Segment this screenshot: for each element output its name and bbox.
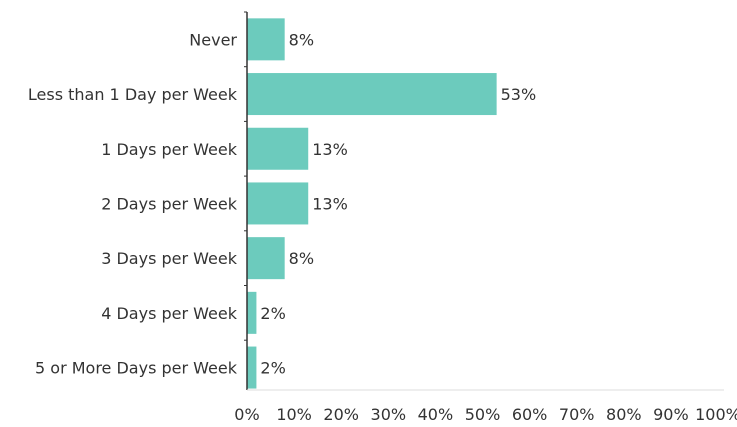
data-label: 2% — [260, 304, 285, 323]
bar — [247, 182, 309, 225]
x-tick-label: 90% — [653, 405, 689, 424]
x-tick-label: 60% — [512, 405, 548, 424]
data-label: 8% — [289, 249, 314, 268]
category-label: Less than 1 Day per Week — [28, 85, 238, 104]
bar — [247, 237, 285, 280]
data-label: 2% — [260, 359, 285, 378]
data-label: 13% — [312, 194, 348, 213]
x-tick-label: 50% — [465, 405, 501, 424]
category-label: Never — [189, 30, 237, 49]
bar — [247, 73, 497, 116]
x-tick-label: 40% — [418, 405, 454, 424]
data-label: 8% — [289, 30, 314, 49]
x-tick-label: 70% — [559, 405, 595, 424]
bar — [247, 18, 285, 61]
x-tick-label: 80% — [606, 405, 642, 424]
bar — [247, 127, 309, 170]
category-label: 3 Days per Week — [101, 249, 238, 268]
category-label: 4 Days per Week — [101, 304, 238, 323]
category-label: 5 or More Days per Week — [35, 359, 238, 378]
category-label: 1 Days per Week — [101, 140, 238, 159]
axes — [244, 11, 724, 391]
bars-group — [247, 18, 497, 389]
data-label: 53% — [501, 85, 537, 104]
x-tick-labels: 0% 10% 20% 30% 40% 50% 60% 70% 80% 90% 100% — [234, 405, 737, 424]
x-tick-label: 100% — [695, 405, 737, 424]
category-labels: Never Less than 1 Day per Week 1 Days per … — [28, 30, 238, 377]
data-labels: 8% 53% 13% 13% 8% 2% 2% — [260, 30, 536, 377]
bar — [247, 291, 257, 334]
x-tick-label: 0% — [234, 405, 259, 424]
category-label: 2 Days per Week — [101, 194, 238, 213]
bar — [247, 346, 257, 389]
x-tick-label: 30% — [371, 405, 407, 424]
x-tick-label: 20% — [323, 405, 359, 424]
data-label: 13% — [312, 140, 348, 159]
x-tick-label: 10% — [276, 405, 312, 424]
